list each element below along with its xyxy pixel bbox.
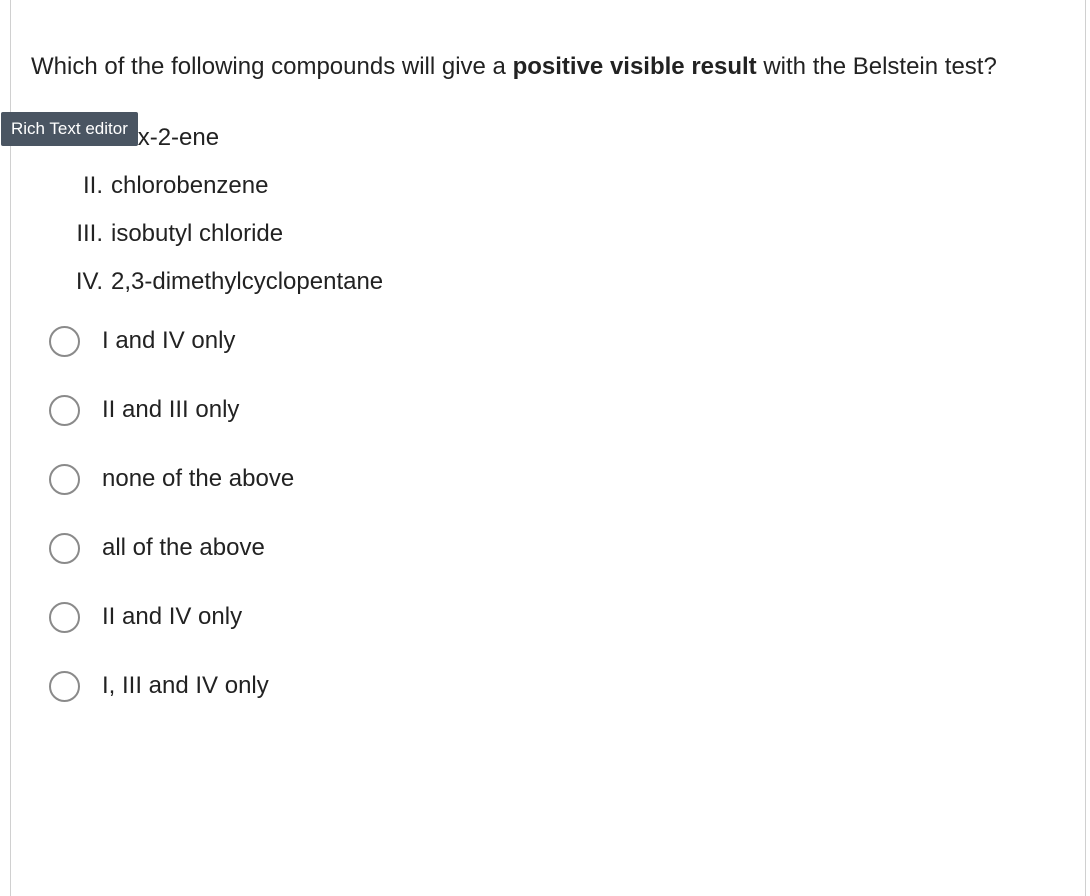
option-row[interactable]: I and IV only [49, 326, 1065, 357]
radio-icon[interactable] [49, 533, 80, 564]
radio-icon[interactable] [49, 602, 80, 633]
roman-numeral: III. [31, 220, 111, 248]
roman-numeral: IV. [31, 268, 111, 296]
option-label: all of the above [102, 534, 265, 562]
roman-item: II. chlorobenzene [31, 172, 1065, 200]
option-row[interactable]: all of the above [49, 533, 1065, 564]
roman-label: isobutyl chloride [111, 220, 283, 248]
option-label: I and IV only [102, 327, 235, 355]
tooltip-label: Rich Text editor [11, 119, 128, 138]
option-label: II and III only [102, 396, 239, 424]
option-label: II and IV only [102, 603, 242, 631]
roman-label: chlorobenzene [111, 172, 268, 200]
roman-label: 2,3-dimethylcyclopentane [111, 268, 383, 296]
rich-text-tooltip: Rich Text editor [1, 112, 138, 146]
question-bold: positive visible result [513, 53, 757, 80]
roman-item: I. hex-2-ene [31, 124, 1065, 152]
option-row[interactable]: none of the above [49, 464, 1065, 495]
roman-item: III. isobutyl chloride [31, 220, 1065, 248]
radio-icon[interactable] [49, 671, 80, 702]
option-label: none of the above [102, 465, 294, 493]
option-label: I, III and IV only [102, 672, 269, 700]
question-text: Which of the following compounds will gi… [31, 50, 1065, 84]
roman-list: I. hex-2-ene II. chlorobenzene III. isob… [31, 124, 1065, 296]
radio-icon[interactable] [49, 395, 80, 426]
roman-item: IV. 2,3-dimethylcyclopentane [31, 268, 1065, 296]
radio-icon[interactable] [49, 464, 80, 495]
question-pre: Which of the following compounds will gi… [31, 53, 513, 80]
question-container: Which of the following compounds will gi… [10, 0, 1086, 896]
option-row[interactable]: II and III only [49, 395, 1065, 426]
radio-icon[interactable] [49, 326, 80, 357]
question-post: with the Belstein test? [757, 53, 997, 80]
option-row[interactable]: I, III and IV only [49, 671, 1065, 702]
option-row[interactable]: II and IV only [49, 602, 1065, 633]
options-group: I and IV only II and III only none of th… [31, 326, 1065, 702]
roman-numeral: II. [31, 172, 111, 200]
